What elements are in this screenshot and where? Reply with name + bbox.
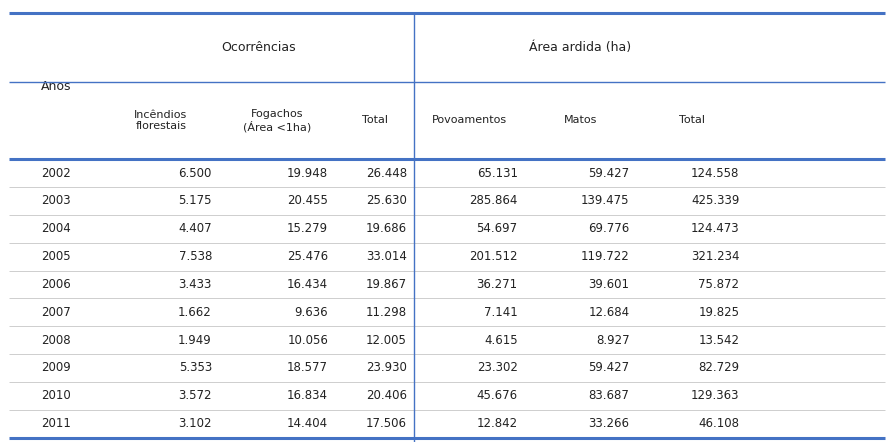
Text: 5.353: 5.353 [179, 362, 212, 374]
Text: Matos: Matos [564, 115, 597, 126]
Text: 19.686: 19.686 [366, 222, 407, 235]
Text: 33.014: 33.014 [366, 250, 407, 263]
Text: 12.842: 12.842 [477, 417, 518, 430]
Text: 36.271: 36.271 [477, 278, 518, 291]
Text: 2009: 2009 [41, 362, 71, 374]
Text: 54.697: 54.697 [477, 222, 518, 235]
Text: 13.542: 13.542 [698, 334, 739, 347]
Text: 26.448: 26.448 [366, 167, 407, 179]
Text: 11.298: 11.298 [366, 306, 407, 319]
Text: 2005: 2005 [41, 250, 71, 263]
Text: 19.825: 19.825 [698, 306, 739, 319]
Text: 18.577: 18.577 [287, 362, 328, 374]
Text: 23.302: 23.302 [477, 362, 518, 374]
Text: 59.427: 59.427 [588, 167, 629, 179]
Text: 59.427: 59.427 [588, 362, 629, 374]
Text: 65.131: 65.131 [477, 167, 518, 179]
Text: Povoamentos: Povoamentos [432, 115, 507, 126]
Text: 16.434: 16.434 [287, 278, 328, 291]
Text: 23.930: 23.930 [366, 362, 407, 374]
Text: 17.506: 17.506 [366, 417, 407, 430]
Text: 2010: 2010 [41, 389, 71, 402]
Text: 19.867: 19.867 [366, 278, 407, 291]
Text: 10.056: 10.056 [287, 334, 328, 347]
Text: Anos: Anos [40, 80, 72, 93]
Text: 2008: 2008 [41, 334, 71, 347]
Text: Área ardida (ha): Área ardida (ha) [529, 41, 631, 54]
Text: Ocorrências: Ocorrências [221, 41, 296, 54]
Text: 129.363: 129.363 [691, 389, 739, 402]
Text: 45.676: 45.676 [477, 389, 518, 402]
Text: 285.864: 285.864 [469, 194, 518, 207]
Text: 4.615: 4.615 [484, 334, 518, 347]
Text: 139.475: 139.475 [581, 194, 629, 207]
Text: Total: Total [679, 115, 704, 126]
Text: 15.279: 15.279 [287, 222, 328, 235]
Text: 39.601: 39.601 [588, 278, 629, 291]
Text: 2007: 2007 [41, 306, 71, 319]
Text: 7.141: 7.141 [484, 306, 518, 319]
Text: Total: Total [361, 115, 388, 126]
Text: 82.729: 82.729 [698, 362, 739, 374]
Text: Incêndios
florestais: Incêndios florestais [134, 110, 188, 131]
Text: 12.005: 12.005 [366, 334, 407, 347]
Text: 1.662: 1.662 [178, 306, 212, 319]
Text: 124.473: 124.473 [691, 222, 739, 235]
Text: 69.776: 69.776 [588, 222, 629, 235]
Text: 124.558: 124.558 [691, 167, 739, 179]
Text: 16.834: 16.834 [287, 389, 328, 402]
Text: 46.108: 46.108 [698, 417, 739, 430]
Text: Fogachos
(Área <1ha): Fogachos (Área <1ha) [243, 109, 311, 132]
Text: 2002: 2002 [41, 167, 71, 179]
Text: 14.404: 14.404 [287, 417, 328, 430]
Text: 3.572: 3.572 [179, 389, 212, 402]
Text: 20.455: 20.455 [287, 194, 328, 207]
Text: 2003: 2003 [41, 194, 71, 207]
Text: 2011: 2011 [41, 417, 71, 430]
Text: 8.927: 8.927 [595, 334, 629, 347]
Text: 425.339: 425.339 [691, 194, 739, 207]
Text: 25.476: 25.476 [287, 250, 328, 263]
Text: 119.722: 119.722 [580, 250, 629, 263]
Text: 5.175: 5.175 [179, 194, 212, 207]
Text: 20.406: 20.406 [366, 389, 407, 402]
Text: 12.684: 12.684 [588, 306, 629, 319]
Text: 2004: 2004 [41, 222, 71, 235]
Text: 3.433: 3.433 [179, 278, 212, 291]
Text: 19.948: 19.948 [287, 167, 328, 179]
Text: 7.538: 7.538 [179, 250, 212, 263]
Text: 3.102: 3.102 [179, 417, 212, 430]
Text: 6.500: 6.500 [179, 167, 212, 179]
Text: 75.872: 75.872 [698, 278, 739, 291]
Text: 321.234: 321.234 [691, 250, 739, 263]
Text: 33.266: 33.266 [588, 417, 629, 430]
Text: 25.630: 25.630 [366, 194, 407, 207]
Text: 2006: 2006 [41, 278, 71, 291]
Text: 4.407: 4.407 [178, 222, 212, 235]
Text: 9.636: 9.636 [294, 306, 328, 319]
Text: 83.687: 83.687 [588, 389, 629, 402]
Text: 201.512: 201.512 [469, 250, 518, 263]
Text: 1.949: 1.949 [178, 334, 212, 347]
